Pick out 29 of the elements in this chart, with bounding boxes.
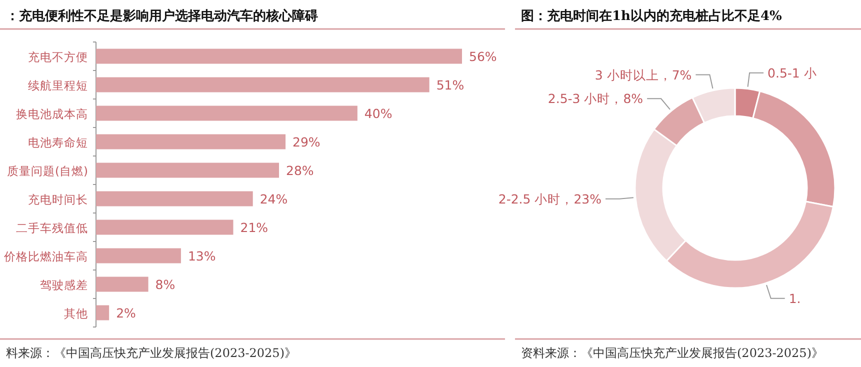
data-label: 2% <box>116 305 136 320</box>
y-tick-label: 驾驶感差 <box>40 278 88 292</box>
chart-title: ：充电便利性不足是影响用户选择电动汽车的核心障碍 <box>6 8 318 24</box>
data-label: 24% <box>260 191 288 206</box>
y-tick-label: 其他 <box>64 306 88 320</box>
slice-label: 2-2.5 小时，23% <box>498 191 602 206</box>
y-tick-label: 充电不方便 <box>28 50 88 64</box>
slice-label: 1. <box>788 290 801 306</box>
data-label: 56% <box>469 48 497 64</box>
slice-label: 3 小时以上，7% <box>594 67 692 82</box>
y-tick-label: 二手车残值低 <box>16 220 88 235</box>
y-tick-label: 充电时间长 <box>28 192 88 206</box>
y-tick-label: 换电池成本高 <box>16 106 88 121</box>
y-tick-label: 价格比燃油车高 <box>3 249 88 264</box>
data-label: 51% <box>436 77 464 92</box>
data-label: 29% <box>292 134 320 150</box>
data-label: 28% <box>286 162 314 178</box>
text: 料来源：《中国高压快充产业发展报告(2023-2025)》 <box>6 346 296 360</box>
y-tick-label: 续航里程短 <box>28 78 88 92</box>
data-label: 21% <box>240 220 268 235</box>
data-label: 13% <box>188 248 216 264</box>
slice-label: 2.5-3 小时，8% <box>548 91 644 106</box>
y-tick-label: 质量问题(自燃) <box>7 164 88 178</box>
data-label: 8% <box>155 276 176 292</box>
y-tick-label: 电池寿命短 <box>28 135 88 150</box>
data-label: 40% <box>364 106 392 121</box>
chart-title: 图：充电时间在1h以内的充电桩占比不足4% <box>521 8 783 24</box>
slice-label: 0.5-1 小 <box>768 65 817 80</box>
text: 资料来源：《中国高压快充产业发展报告(2023-2025)》 <box>521 346 824 360</box>
